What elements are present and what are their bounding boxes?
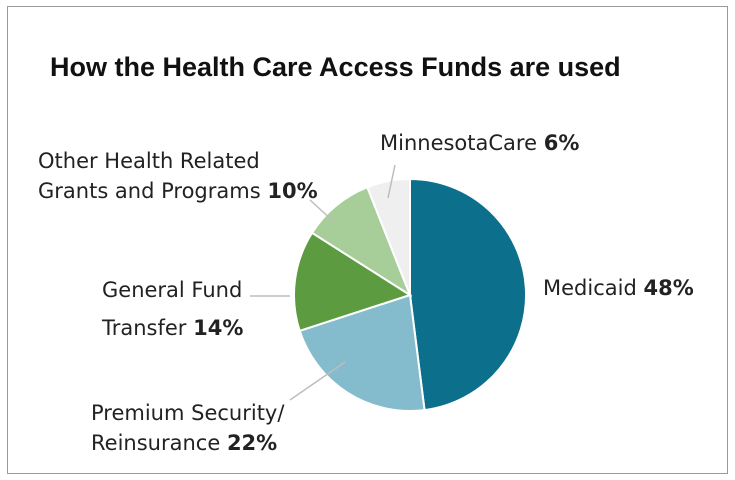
label-general-line2-text: Transfer <box>102 316 187 340</box>
label-general-line2: Transfer 14% <box>102 309 243 347</box>
pie-slice-general-fund-transfer <box>293 231 413 333</box>
pie-slice-premium-security-reinsurance <box>298 293 426 412</box>
label-other: Other Health Related Grants and Programs… <box>38 146 318 206</box>
label-other-line2-text: Grants and Programs <box>38 179 261 203</box>
leader-line-minnesotacare <box>387 164 396 199</box>
label-general-pct: 14% <box>193 316 244 340</box>
label-other-line1: Other Health Related <box>38 149 260 173</box>
chart-title: How the Health Care Access Funds are use… <box>50 52 621 82</box>
label-general-line1: General Fund <box>102 278 243 302</box>
label-minnesotacare-pct: 6% <box>543 131 580 155</box>
label-minnesotacare: MinnesotaCare 6% <box>380 128 579 158</box>
label-other-pct: 10% <box>267 179 318 203</box>
label-premium-line2-text: Reinsurance <box>91 431 221 455</box>
label-premium-pct: 22% <box>226 431 278 455</box>
label-medicaid: Medicaid 48% <box>543 273 694 303</box>
pie-slice-other-health-related-grants-and-programs <box>310 185 413 298</box>
label-premium: Premium Security/ Reinsurance 22% <box>91 398 284 458</box>
label-other-line2: Grants and Programs 10% <box>38 176 318 206</box>
pie-slice-minnesotacare <box>366 177 411 296</box>
label-general: General Fund Transfer 14% <box>102 271 243 347</box>
label-premium-line2: Reinsurance 22% <box>91 428 284 458</box>
leader-line-other <box>309 199 335 223</box>
pie-slice-medicaid <box>409 177 528 412</box>
label-premium-line1: Premium Security/ <box>91 401 285 425</box>
label-medicaid-pct: 48% <box>643 276 694 300</box>
label-minnesotacare-name: MinnesotaCare <box>380 131 538 155</box>
leader-line-premium <box>289 361 346 401</box>
label-medicaid-name: Medicaid <box>543 276 637 300</box>
